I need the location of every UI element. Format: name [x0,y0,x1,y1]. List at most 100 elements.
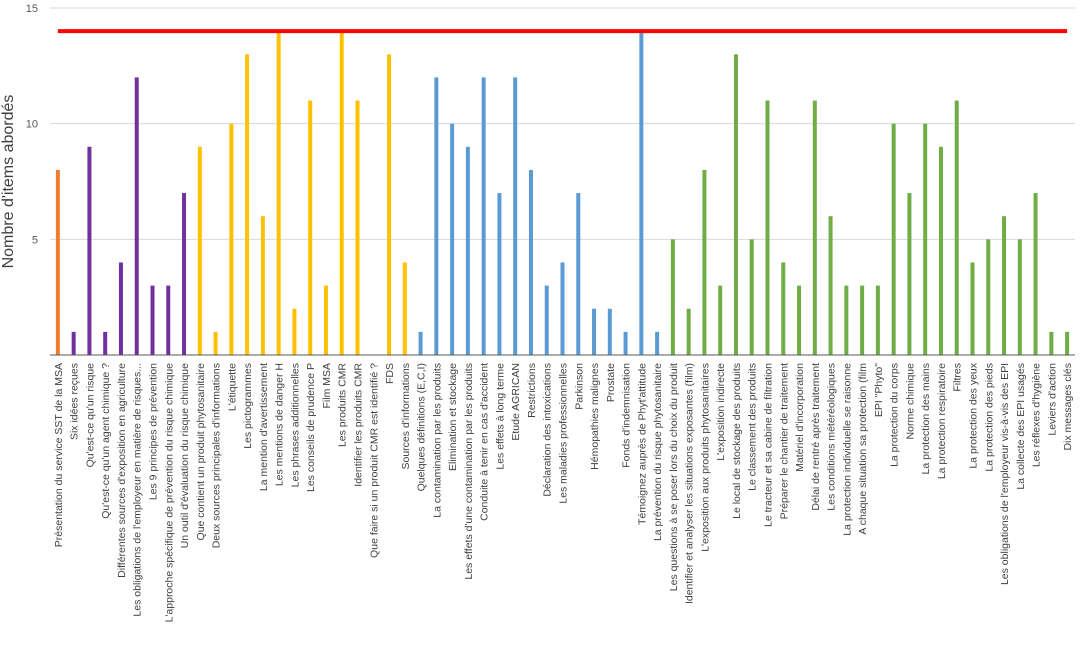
x-tick-label: Témoignez auprès de Phyt'attitude [636,363,648,525]
bar [418,331,423,355]
x-tick-label: Identifier et analyser les situations ex… [684,363,696,604]
x-tick-label: Filtres [952,363,964,392]
bar [166,285,171,355]
bars [55,31,1070,356]
bar [623,331,628,355]
x-tick-label: Les effets d'une contamination par les p… [463,363,475,580]
x-tick-label: La protection du corps [889,363,901,467]
bar [670,239,675,355]
bar [87,146,92,355]
x-tick-label: Les questions à se poser lors du choix d… [668,363,680,591]
bar [528,169,533,355]
bar [828,216,833,355]
x-tick-label: La prévention du risque phytosanitaire [652,363,664,541]
bar [481,77,486,356]
x-tick-label: Restrictions [526,363,538,418]
bar [276,31,281,356]
x-tick-label: La contamination par les produits [431,363,443,518]
x-tick-label: Qu'est-ce qu'un agent chimique ? [100,363,112,519]
bar [560,262,565,355]
bar [387,54,392,356]
bar [55,169,60,355]
y-axis-label: Nombre d'items abordés [0,95,17,269]
gridlines [50,7,1075,240]
bar [1033,193,1038,355]
x-tick-label: Fonds d'indemnisation [621,363,633,468]
y-tick-label: 10 [26,119,38,131]
bar [718,285,723,355]
x-tick-label: Le classement des produits [747,363,759,491]
bar [844,285,849,355]
bar [434,77,439,356]
bar [544,285,549,355]
x-tick-label: Quelques définitions (E,C,I) [416,363,428,491]
bar [733,54,738,356]
x-tick-label: L'approche spécifique de prévention du r… [163,363,175,623]
x-tick-label: FDS [384,363,396,384]
x-tick-label: La protection des yeux [968,362,980,468]
bar [970,262,975,355]
bar [260,216,265,355]
bar [323,285,328,355]
x-tick-label: Six idées reçues [69,363,81,440]
bar [245,54,250,356]
x-tick-label: Le tracteur et sa cabine de filtration [763,363,775,527]
bar [607,308,612,355]
bar [749,239,754,355]
x-tick-label: Les maladies professionnelles [558,363,570,504]
x-tick-label: Les pictogrammes [242,363,254,449]
bar [229,123,234,356]
bar [891,123,896,356]
x-tick-label: Dix messages clés [1062,363,1074,451]
x-tick-label: L'étiquette [226,363,238,411]
x-tick-label: Qu'est-ce qu'un risque [84,363,96,468]
x-tick-label: Identifier les produits CMR [353,363,365,487]
x-tick-label: Différentes sources d'exposition en agri… [116,363,128,578]
x-tick-label: La protection individuelle se raisonne [841,363,853,536]
x-tick-label: Les phrases additionnelles [289,363,301,487]
x-tick-label: La collecte des EPI usagés [1015,363,1027,490]
x-tick-label: Les réflexes d'hygiène [1031,363,1043,467]
bar [986,239,991,355]
x-tick-label: EPI "Phyto" [873,363,885,417]
bar [781,262,786,355]
bar [938,146,943,355]
bar [686,308,691,355]
bar [907,193,912,355]
bar [402,262,407,355]
x-tick-label: Déclaration des intoxications [542,363,554,497]
x-tick-label: La protection des pieds [983,363,995,472]
x-tick-label: L'exposition aux produits phytosanitaire… [699,363,711,552]
x-tick-labels: Présentation du service SST de la MSA Six… [53,362,1074,622]
bar [513,77,518,356]
bar [497,193,502,355]
bar [118,262,123,355]
bar [182,193,187,355]
x-tick-label: Deux sources principales d'informations [211,363,223,548]
bar [1065,331,1070,355]
x-tick-label: Prostate [605,363,617,402]
x-tick-label: Conduite à tenir en cas d'accident [479,363,491,521]
bar [465,146,470,355]
x-tick-label: Délai de rentré après traitement [810,363,822,511]
bar [103,331,108,355]
x-tick-label: Hémopathies malignes [589,363,601,470]
x-tick-label: Les 9 principes de prévention [148,363,160,500]
bar [702,169,707,355]
x-tick-label: Elimination et stockage [447,363,459,471]
x-tick-label: Les produits CMR [337,363,349,447]
x-tick-label: Les effets à long terme [494,363,506,470]
bar [355,100,360,356]
bar [860,285,865,355]
x-tick-label: Que faire si un produit CMR est identifi… [368,363,380,558]
x-tick-label: Préparer le chantier de traitement [778,363,790,519]
x-tick-label: Présentation du service SST de la MSA [53,363,65,547]
bar [150,285,155,355]
y-tick-label: 5 [32,234,38,246]
bar [1049,331,1054,355]
bar [797,285,802,355]
bar [765,100,770,356]
bar [576,193,581,355]
bar [197,146,202,355]
